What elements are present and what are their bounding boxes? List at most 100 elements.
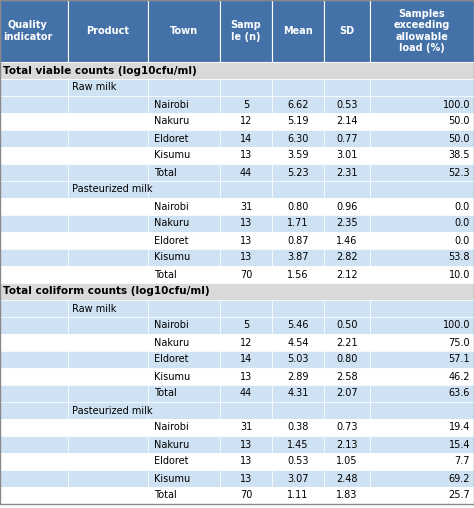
Bar xyxy=(68,368,148,385)
Text: Town: Town xyxy=(170,26,198,36)
Text: Nakuru: Nakuru xyxy=(154,218,189,229)
Bar xyxy=(272,198,324,215)
Bar xyxy=(220,385,272,402)
Bar xyxy=(220,232,272,249)
Bar xyxy=(148,96,220,113)
Text: 0.38: 0.38 xyxy=(287,423,309,432)
Bar xyxy=(68,79,148,96)
Bar xyxy=(0,300,68,317)
Text: 2.12: 2.12 xyxy=(336,270,358,279)
Text: 13: 13 xyxy=(240,371,252,382)
Bar xyxy=(324,334,370,351)
Bar xyxy=(0,283,474,300)
Bar xyxy=(220,317,272,334)
Text: Eldoret: Eldoret xyxy=(154,134,189,143)
Text: 0.53: 0.53 xyxy=(336,100,358,110)
Bar xyxy=(148,198,220,215)
Text: 0.0: 0.0 xyxy=(455,202,470,211)
Text: Total viable counts (log10cfu/ml): Total viable counts (log10cfu/ml) xyxy=(3,66,197,76)
Text: 3.87: 3.87 xyxy=(287,252,309,263)
Bar xyxy=(370,164,474,181)
Text: 57.1: 57.1 xyxy=(448,355,470,365)
Bar xyxy=(220,453,272,470)
Bar xyxy=(272,79,324,96)
Bar xyxy=(370,487,474,504)
Bar xyxy=(220,436,272,453)
Text: 5: 5 xyxy=(243,100,249,110)
Bar xyxy=(148,113,220,130)
Bar xyxy=(272,232,324,249)
Text: 13: 13 xyxy=(240,252,252,263)
Text: 3.07: 3.07 xyxy=(287,473,309,484)
Bar xyxy=(0,147,68,164)
Text: 0.77: 0.77 xyxy=(336,134,358,143)
Bar xyxy=(324,249,370,266)
Bar xyxy=(0,419,68,436)
Bar xyxy=(324,402,370,419)
Text: 2.35: 2.35 xyxy=(336,218,358,229)
Text: 15.4: 15.4 xyxy=(448,439,470,450)
Bar xyxy=(0,266,68,283)
Bar xyxy=(370,317,474,334)
Bar xyxy=(0,368,68,385)
Bar xyxy=(324,147,370,164)
Bar xyxy=(68,215,148,232)
Bar xyxy=(68,198,148,215)
Bar xyxy=(220,130,272,147)
Text: 31: 31 xyxy=(240,202,252,211)
Bar xyxy=(148,79,220,96)
Text: 1.46: 1.46 xyxy=(337,236,358,245)
Text: 0.87: 0.87 xyxy=(287,236,309,245)
Bar xyxy=(324,351,370,368)
Bar xyxy=(0,351,68,368)
Bar xyxy=(324,79,370,96)
Bar xyxy=(370,402,474,419)
Bar xyxy=(68,385,148,402)
Bar xyxy=(68,232,148,249)
Bar xyxy=(370,436,474,453)
Text: Nairobi: Nairobi xyxy=(154,100,189,110)
Bar xyxy=(370,198,474,215)
Bar xyxy=(148,436,220,453)
Text: 100.0: 100.0 xyxy=(443,321,470,331)
Text: Kisumu: Kisumu xyxy=(154,150,190,161)
Bar xyxy=(370,368,474,385)
Bar xyxy=(370,147,474,164)
Bar xyxy=(220,0,272,62)
Text: 6.62: 6.62 xyxy=(287,100,309,110)
Bar xyxy=(220,402,272,419)
Bar xyxy=(148,130,220,147)
Bar xyxy=(68,164,148,181)
Bar xyxy=(324,130,370,147)
Text: 0.80: 0.80 xyxy=(287,202,309,211)
Text: Eldoret: Eldoret xyxy=(154,236,189,245)
Bar xyxy=(272,113,324,130)
Text: 13: 13 xyxy=(240,150,252,161)
Bar xyxy=(68,419,148,436)
Text: Quality
indicator: Quality indicator xyxy=(3,20,52,42)
Bar xyxy=(68,181,148,198)
Text: 75.0: 75.0 xyxy=(448,337,470,347)
Bar xyxy=(220,147,272,164)
Text: 14: 14 xyxy=(240,355,252,365)
Bar xyxy=(68,300,148,317)
Bar xyxy=(324,453,370,470)
Bar xyxy=(68,470,148,487)
Bar xyxy=(370,215,474,232)
Bar xyxy=(272,436,324,453)
Text: 0.53: 0.53 xyxy=(287,457,309,466)
Bar xyxy=(148,164,220,181)
Bar xyxy=(272,130,324,147)
Text: 0.96: 0.96 xyxy=(337,202,358,211)
Bar xyxy=(370,79,474,96)
Bar xyxy=(272,96,324,113)
Text: 44: 44 xyxy=(240,389,252,398)
Bar xyxy=(272,402,324,419)
Bar xyxy=(68,487,148,504)
Bar xyxy=(0,181,68,198)
Bar xyxy=(0,436,68,453)
Bar xyxy=(370,113,474,130)
Text: 3.01: 3.01 xyxy=(337,150,358,161)
Bar xyxy=(68,113,148,130)
Bar xyxy=(370,96,474,113)
